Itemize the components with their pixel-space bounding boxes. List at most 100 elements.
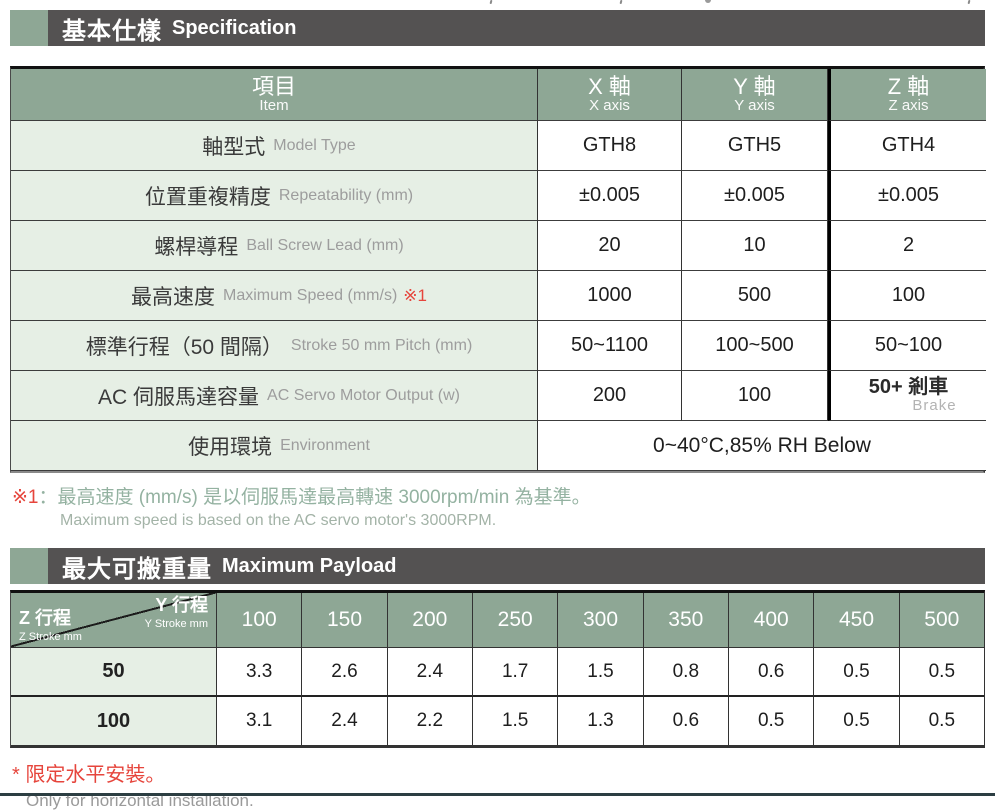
- spec-value-speed-y: 500: [682, 271, 828, 321]
- spec-value-model-y: GTH5: [682, 121, 828, 171]
- z-stroke-zh: Z 行程: [19, 608, 71, 628]
- spec-header-item: 項目 Item: [11, 69, 538, 121]
- payload-value: 3.1: [216, 697, 302, 746]
- payload-col-header: 450: [813, 593, 899, 648]
- y-axis-header-zh: Y 軸: [733, 74, 776, 100]
- section-header-specification: 基本仕樣 Specification: [10, 10, 985, 46]
- spec-value-model-x: GTH8: [538, 121, 682, 171]
- row-label-en: Model Type: [273, 136, 356, 154]
- spec-row-label-repeatability: 位置重複精度 Repeatability (mm): [11, 171, 538, 221]
- item-header-en: Item: [259, 97, 289, 115]
- spec-row-label-model-type: 軸型式 Model Type: [11, 121, 538, 171]
- payload-col-header: 200: [386, 593, 472, 648]
- payload-value: 0.5: [728, 697, 814, 746]
- spec-sheet-page: 基本仕樣 Specification 項目 Item X 軸 X axis Y …: [10, 10, 986, 811]
- payload-col-header: 300: [557, 593, 643, 648]
- spec-value-stroke-y: 100~500: [682, 321, 828, 371]
- clipped-previous-line-text: [470, 0, 990, 5]
- spec-value-repeat-x: ±0.005: [538, 171, 682, 221]
- payload-value: 1.3: [557, 697, 643, 746]
- servo-z-brake-label: Brake: [912, 397, 957, 415]
- payload-value: 2.6: [301, 648, 387, 697]
- row-label-en: Ball Screw Lead (mm): [246, 236, 404, 254]
- payload-value: 0.5: [813, 697, 899, 746]
- spec-value-model-z: GTH4: [828, 121, 986, 171]
- section-title-bar: 最大可搬重量 Maximum Payload: [48, 548, 985, 584]
- section-title-bar: 基本仕樣 Specification: [48, 10, 985, 46]
- spec-value-servo-x: 200: [538, 371, 682, 421]
- row-label-en: Environment: [280, 436, 370, 454]
- section-title-en: Specification: [172, 16, 297, 39]
- z-axis-header-en: Z axis: [888, 97, 929, 115]
- spec-value-speed-z: 100: [828, 271, 986, 321]
- page-bottom-rule: [0, 793, 995, 796]
- section-header-payload: 最大可搬重量 Maximum Payload: [10, 548, 985, 584]
- z-stroke-en: Z Stroke mm: [19, 631, 82, 643]
- payload-value: 1.7: [472, 648, 558, 697]
- z-stroke-corner-label: Z 行程 Z Stroke mm: [19, 609, 82, 644]
- payload-value: 0.6: [728, 648, 814, 697]
- payload-row-stroke-100: 100: [11, 697, 216, 746]
- row-label-zh: 標準行程（50 間隔）: [85, 335, 283, 359]
- servo-z-value: 50+ 剎車 Brake: [860, 377, 956, 414]
- payload-value: 3.3: [216, 648, 302, 697]
- payload-table: Y 行程 Y Stroke mm Z 行程 Z Stroke mm 100 15…: [10, 590, 985, 748]
- section-accent-square: [10, 548, 48, 584]
- row-label-en: Maximum Speed (mm/s): [223, 286, 398, 304]
- row-label-zh: 位置重複精度: [144, 185, 271, 209]
- y-stroke-corner-label: Y 行程 Y Stroke mm: [145, 596, 208, 631]
- payload-value: 1.5: [557, 648, 643, 697]
- footnote-text-en: Maximum speed is based on the AC servo m…: [60, 512, 497, 529]
- z-axis-header-zh: Z 軸: [887, 74, 930, 100]
- spec-value-lead-y: 10: [682, 221, 828, 271]
- spec-value-repeat-z: ±0.005: [828, 171, 986, 221]
- spec-value-lead-z: 2: [828, 221, 986, 271]
- payload-row-stroke-50: 50: [11, 648, 216, 697]
- payload-value: 0.6: [642, 697, 728, 746]
- payload-col-header: 250: [472, 593, 558, 648]
- payload-col-header: 500: [898, 593, 984, 648]
- payload-value: 0.5: [898, 697, 984, 746]
- payload-value: 2.4: [301, 697, 387, 746]
- installation-note-zh: * 限定水平安裝。: [12, 764, 166, 786]
- row-label-en: Repeatability (mm): [278, 186, 414, 204]
- row-label-zh: 螺桿導程: [154, 235, 239, 259]
- section-accent-square: [10, 10, 48, 46]
- payload-col-header: 100: [216, 593, 302, 648]
- payload-col-header: 150: [301, 593, 387, 648]
- spec-header-x-axis: X 軸 X axis: [538, 69, 682, 121]
- row-label-zh: AC 伺服馬達容量: [98, 385, 260, 409]
- section-title-en: Maximum Payload: [222, 554, 397, 577]
- payload-value: 2.4: [386, 648, 472, 697]
- spec-row-label-environment: 使用環境 Environment: [11, 421, 538, 471]
- payload-col-header: 400: [728, 593, 814, 648]
- x-axis-header-en: X axis: [589, 97, 630, 115]
- spec-header-z-axis: Z 軸 Z axis: [828, 69, 986, 121]
- servo-z-main: 50+ 剎車: [868, 376, 949, 399]
- payload-value: 1.5: [472, 697, 558, 746]
- row-label-zh: 使用環境: [188, 435, 273, 459]
- section-title-zh: 最大可搬重量: [62, 555, 212, 583]
- spec-row-label-max-speed: 最高速度 Maximum Speed (mm/s) ※1: [11, 271, 538, 321]
- item-header-zh: 項目: [251, 74, 296, 100]
- payload-value: 0.8: [642, 648, 728, 697]
- row-label-en: AC Servo Motor Output (w): [267, 386, 460, 404]
- footnote-line-zh: ※1 ：最高速度 (mm/s) 是以伺服馬達最高轉速 3000rpm/min 為…: [12, 482, 985, 509]
- spec-header-y-axis: Y 軸 Y axis: [682, 69, 828, 121]
- speed-footnote: ※1 ：最高速度 (mm/s) 是以伺服馬達最高轉速 3000rpm/min 為…: [10, 482, 985, 530]
- spec-value-servo-z: 50+ 剎車 Brake: [828, 371, 986, 421]
- row-label-zh: 軸型式: [202, 135, 266, 159]
- spec-value-lead-x: 20: [538, 221, 682, 271]
- y-stroke-zh: Y 行程: [155, 595, 208, 615]
- x-axis-header-zh: X 軸: [588, 74, 631, 100]
- spec-value-environment: 0~40°C,85% RH Below: [538, 421, 986, 471]
- specification-table: 項目 Item X 軸 X axis Y 軸 Y axis Z 軸 Z axis…: [10, 66, 986, 473]
- footnote-text-zh: ：最高速度 (mm/s) 是以伺服馬達最高轉速 3000rpm/min 為基準。: [38, 487, 591, 508]
- payload-value: 2.2: [386, 697, 472, 746]
- spec-value-servo-y: 100: [682, 371, 828, 421]
- payload-value: 0.5: [898, 648, 984, 697]
- payload-value: 0.5: [813, 648, 899, 697]
- spec-value-repeat-y: ±0.005: [682, 171, 828, 221]
- footnote-ref: ※1: [12, 487, 39, 508]
- installation-note: * 限定水平安裝。 Only for horizontal installati…: [10, 758, 985, 811]
